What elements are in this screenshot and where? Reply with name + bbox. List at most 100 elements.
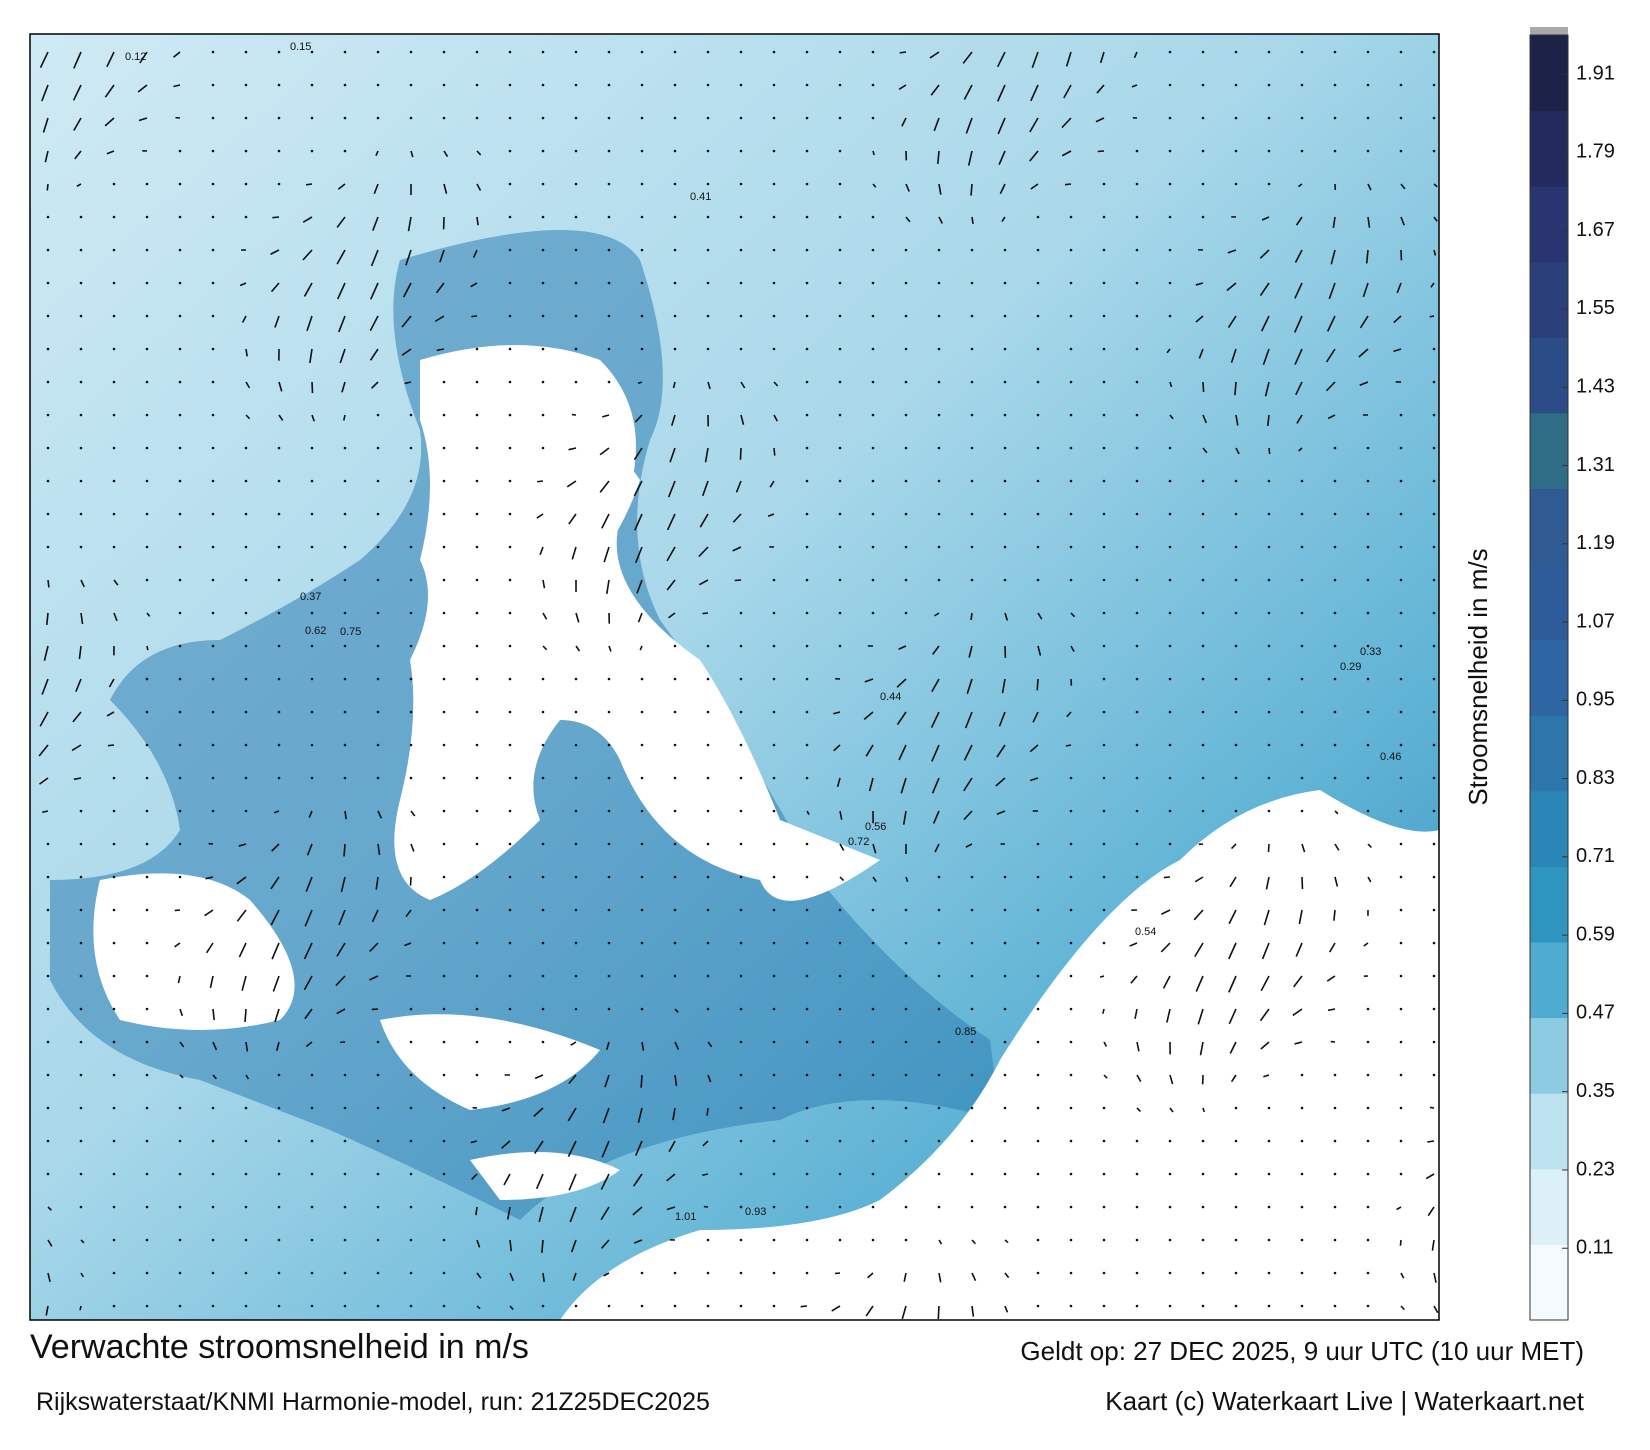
arrow [204, 909, 214, 917]
dot [211, 1172, 215, 1176]
dot [112, 908, 116, 912]
dot [508, 578, 512, 582]
dot [904, 1139, 908, 1143]
dot [178, 875, 182, 879]
dot [1399, 446, 1403, 450]
speed-label: 0.62 [305, 625, 326, 637]
dot [1366, 809, 1370, 813]
dot [838, 1073, 842, 1077]
dot [343, 578, 347, 582]
arrow [104, 84, 115, 98]
dot [574, 314, 578, 318]
dot [607, 710, 611, 714]
dot [343, 83, 347, 87]
dot [541, 677, 545, 681]
dot [1168, 743, 1172, 747]
dot [1366, 1172, 1370, 1176]
dot [970, 380, 974, 384]
dot [310, 149, 314, 153]
arrow [1261, 216, 1270, 221]
dot [739, 644, 743, 648]
dot [805, 215, 809, 219]
dot [772, 1040, 776, 1044]
arrow [971, 1239, 976, 1245]
dot [541, 941, 545, 945]
arrow [303, 282, 313, 297]
dot [376, 1205, 380, 1209]
dot [1201, 116, 1205, 120]
arrow [632, 1173, 643, 1187]
dot [970, 248, 974, 252]
arrow [1030, 183, 1039, 190]
arrow [601, 1140, 610, 1158]
dot [739, 1106, 743, 1110]
dot [1300, 578, 1304, 582]
dot [640, 248, 644, 252]
dot [1036, 1073, 1040, 1077]
arrow [1029, 150, 1039, 162]
dot [409, 1271, 413, 1275]
dot [1036, 1238, 1040, 1242]
arrow [605, 1041, 610, 1050]
dot [1102, 281, 1106, 285]
arrow [1169, 414, 1174, 420]
dot [1168, 578, 1172, 582]
dot [1399, 1139, 1403, 1143]
colorbar-tick-label: 0.95 [1576, 689, 1615, 711]
speed-label: 0.54 [1135, 926, 1156, 938]
arrow [542, 612, 548, 620]
dot [607, 281, 611, 285]
arrow [272, 216, 280, 219]
dot [739, 941, 743, 945]
dot [112, 248, 116, 252]
dot [1432, 83, 1436, 87]
dot [1069, 776, 1073, 780]
dot [640, 1304, 644, 1308]
arrow [707, 1041, 713, 1048]
arrow [179, 1008, 184, 1017]
dot [574, 248, 578, 252]
dot [277, 1139, 281, 1143]
dot [904, 545, 908, 549]
dot [1399, 908, 1403, 912]
dot [1036, 1040, 1040, 1044]
dot [211, 479, 215, 483]
arrow [1433, 216, 1438, 222]
colorbar-tick-label: 0.83 [1576, 767, 1615, 789]
dot [706, 1007, 710, 1011]
dot [1267, 809, 1271, 813]
dot [871, 1073, 875, 1077]
dot [1201, 809, 1205, 813]
dot [970, 578, 974, 582]
dot [46, 215, 50, 219]
arrow [670, 414, 676, 426]
dot [706, 50, 710, 54]
dot [1366, 83, 1370, 87]
dot [178, 1139, 182, 1143]
dot [1333, 149, 1337, 153]
arrow [702, 1140, 709, 1147]
dot [1234, 1271, 1238, 1275]
dot [112, 1205, 116, 1209]
dot [970, 446, 974, 450]
dot [1267, 149, 1271, 153]
arrow [637, 612, 643, 623]
arrow [903, 1272, 907, 1282]
dot [145, 248, 149, 252]
dot [1432, 677, 1436, 681]
dot [673, 644, 677, 648]
dot [145, 578, 149, 582]
dot [739, 1304, 743, 1308]
arrow [470, 282, 478, 288]
dot [640, 941, 644, 945]
dot [937, 479, 941, 483]
arrow [996, 810, 1006, 815]
dot [607, 314, 611, 318]
dot [145, 677, 149, 681]
dot [772, 1271, 776, 1275]
arrow [1162, 975, 1171, 989]
dot [1069, 842, 1073, 846]
dot [244, 149, 248, 153]
arrow [509, 1305, 514, 1310]
dot [640, 116, 644, 120]
